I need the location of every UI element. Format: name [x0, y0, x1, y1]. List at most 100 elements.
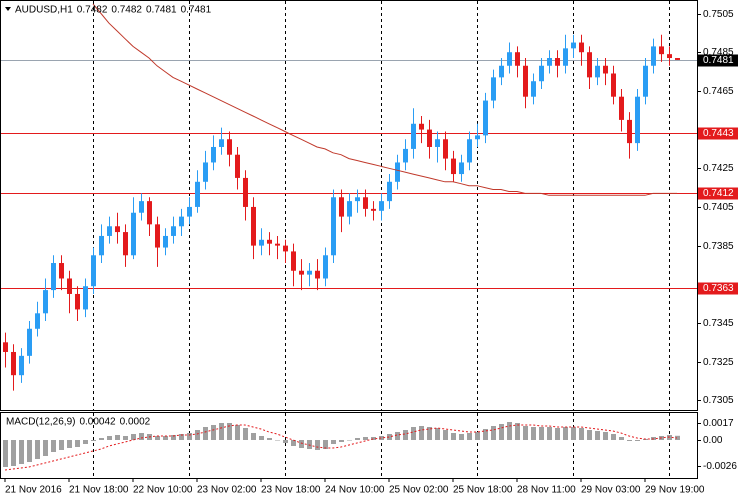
- candle-body: [51, 263, 56, 291]
- candle-body: [371, 208, 376, 211]
- candle-body: [347, 201, 352, 217]
- candle-body: [155, 224, 160, 248]
- macd-bar: [675, 435, 680, 440]
- y-tick-label: 0.7325: [703, 357, 734, 368]
- candle-body: [11, 351, 16, 376]
- candle-body: [315, 270, 320, 279]
- candle-body: [507, 52, 512, 66]
- macd-bar: [563, 427, 568, 440]
- candle-body: [267, 239, 272, 244]
- macd-bar: [371, 437, 376, 440]
- macd-bar: [227, 423, 232, 440]
- candle-body: [475, 135, 480, 140]
- candle-body: [459, 162, 464, 175]
- macd-bar: [467, 433, 472, 440]
- macd-bar: [435, 428, 440, 440]
- candle-body: [331, 197, 336, 256]
- x-tick-label: 28 Nov 11:00: [517, 485, 576, 496]
- signal-value: 0.0002: [120, 417, 151, 428]
- level-label-box: [698, 127, 738, 140]
- macd-bar: [283, 440, 288, 443]
- macd-bar: [555, 428, 560, 440]
- candle-body: [171, 226, 176, 236]
- macd-bar: [259, 436, 264, 440]
- level-label: 0.7443: [703, 128, 734, 139]
- macd-bar: [587, 430, 592, 440]
- macd-bar: [243, 428, 248, 440]
- candle-body: [539, 65, 544, 82]
- candle-body: [603, 65, 608, 74]
- macd-bar: [579, 428, 584, 440]
- candle-body: [299, 270, 304, 275]
- candle-body: [107, 226, 112, 236]
- x-tick-label: 24 Nov 10:00: [325, 485, 385, 496]
- candle-body: [611, 73, 616, 97]
- candle-body: [651, 46, 656, 66]
- candle-body: [427, 129, 432, 147]
- candle-body: [251, 206, 256, 246]
- macd-bar: [547, 427, 552, 440]
- macd-bar: [451, 433, 456, 440]
- macd-bar: [3, 440, 8, 467]
- candle-body: [219, 139, 224, 147]
- macd-bar: [363, 437, 368, 440]
- last-price-box: [698, 54, 738, 67]
- last-price-label: 0.7481: [703, 55, 734, 66]
- macd-bar: [315, 440, 320, 450]
- macd-bar: [443, 430, 448, 440]
- macd-bar: [107, 436, 112, 440]
- x-tick-label: 21 Nov 18:00: [69, 485, 129, 496]
- macd-bar: [379, 436, 384, 440]
- macd-signal: [4, 424, 678, 471]
- macd-bar: [635, 440, 640, 441]
- macd-bar: [539, 427, 544, 440]
- macd-bar: [515, 423, 520, 440]
- x-tick-label: 21 Nov 2016: [5, 485, 62, 496]
- macd-bar: [323, 440, 328, 449]
- candle-body: [203, 162, 208, 182]
- candle-body: [443, 139, 448, 159]
- candle-body: [163, 235, 168, 248]
- candle-body: [211, 146, 216, 163]
- candle-body: [483, 100, 488, 136]
- candle-body: [131, 212, 136, 256]
- macd-label: MACD(12,26,9): [6, 417, 75, 428]
- candle-body: [403, 148, 408, 163]
- macd-bar: [291, 440, 296, 446]
- candle-body: [275, 243, 280, 246]
- macd-bar: [187, 433, 192, 440]
- macd-bar: [387, 434, 392, 440]
- y-tick-label: 0.7425: [703, 163, 734, 174]
- macd-bar: [11, 440, 16, 466]
- macd-bar: [35, 440, 40, 459]
- y-tick-label: 0.7465: [703, 86, 734, 97]
- candle-body: [243, 177, 248, 207]
- macd-bar: [571, 427, 576, 440]
- candle-body: [83, 286, 88, 310]
- candle-body: [419, 123, 424, 130]
- symbol-title: AUDUSD,H1: [15, 5, 73, 16]
- candle-body: [259, 239, 264, 246]
- macd-bar: [475, 432, 480, 440]
- macd-bar: [531, 427, 536, 440]
- macd-bar: [203, 427, 208, 440]
- macd-bar: [299, 440, 304, 448]
- macd-bar: [51, 440, 56, 452]
- candle-body: [43, 290, 48, 314]
- candle-body: [435, 139, 440, 147]
- macd-bar: [411, 427, 416, 440]
- candle-body: [531, 81, 536, 97]
- candle-body: [291, 251, 296, 271]
- candle-body: [571, 42, 576, 49]
- macd-bar: [395, 432, 400, 440]
- candle-body: [67, 278, 72, 294]
- candle-body: [379, 201, 384, 211]
- ohlc-high: 0.7482: [111, 5, 142, 16]
- candle-body: [363, 197, 368, 209]
- candle-body: [659, 46, 664, 55]
- macd-bar: [627, 440, 632, 441]
- candle-body: [635, 96, 640, 144]
- macd-bar: [123, 436, 128, 440]
